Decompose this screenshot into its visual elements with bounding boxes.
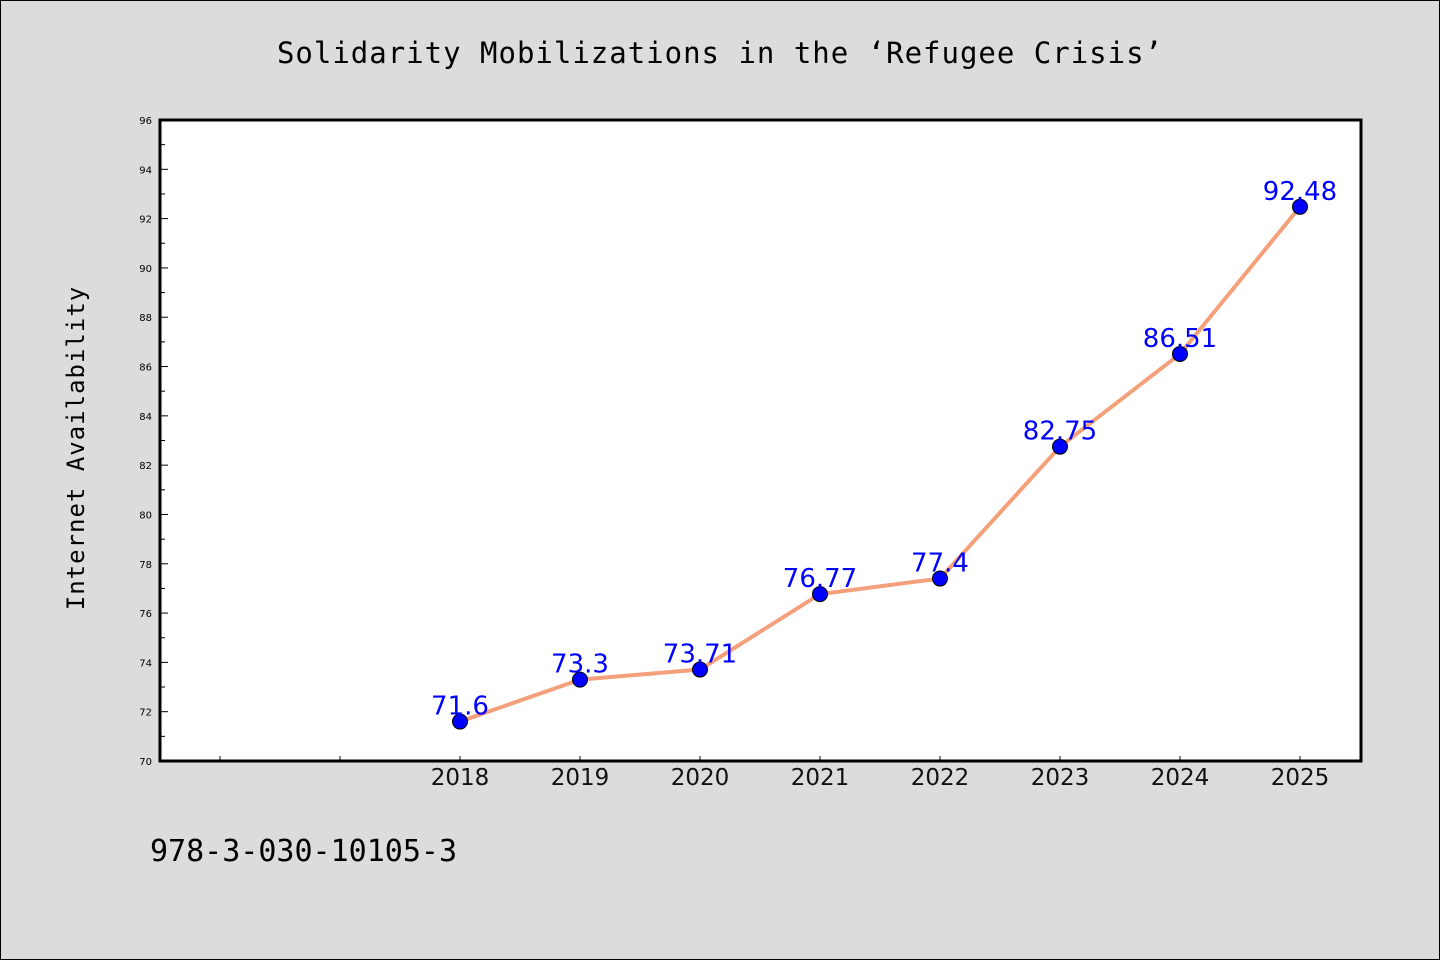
plot-area — [158, 118, 1363, 763]
y-tick-label: 88 — [139, 313, 152, 324]
x-tick-label: 2023 — [1031, 765, 1090, 791]
x-axis: 2018 2019 2020 2021 2022 2023 2024 2025 — [219, 756, 1330, 791]
data-label: 82.75 — [1023, 417, 1097, 447]
y-tick-label: 84 — [139, 412, 152, 423]
x-tick-label: 2024 — [1151, 765, 1210, 791]
series-group — [452, 198, 1308, 730]
y-tick-label: 82 — [139, 461, 152, 472]
data-label: 76.77 — [783, 564, 857, 594]
y-tick-label: 80 — [139, 510, 152, 521]
y-tick-label: 70 — [139, 757, 152, 768]
data-point — [572, 671, 588, 688]
data-labels: 71.6 73.3 73.71 76.77 77.4 82.75 86.51 92.48 — [431, 177, 1337, 722]
data-point — [1172, 345, 1188, 362]
data-point — [1292, 198, 1308, 215]
y-tick-label: 76 — [139, 609, 152, 620]
x-tick-label: 2025 — [1271, 765, 1330, 791]
y-tick-label: 78 — [139, 560, 152, 571]
data-label: 92.48 — [1263, 177, 1337, 207]
y-tick-label: 96 — [139, 116, 152, 127]
chart-title: Solidarity Mobilizations in the ‘Refugee… — [276, 36, 1164, 70]
y-tick-label: 86 — [139, 363, 152, 374]
y-tick-label: 72 — [139, 708, 152, 719]
x-tick-label: 2020 — [671, 765, 730, 791]
x-tick-label: 2022 — [911, 765, 970, 791]
data-point — [812, 586, 828, 603]
data-label: 86.51 — [1143, 324, 1217, 354]
data-label: 73.71 — [663, 640, 737, 670]
y-tick-label: 92 — [139, 215, 152, 226]
y-axis: 70 72 74 76 78 80 82 84 86 88 90 92 94 96 — [139, 116, 168, 768]
data-label: 77.4 — [911, 549, 969, 579]
data-point — [1052, 438, 1068, 455]
x-tick-label: 2021 — [791, 765, 850, 791]
data-label: 73.3 — [551, 650, 609, 680]
isbn-text: 978-3-030-10105-3 — [150, 834, 458, 869]
y-tick-label: 74 — [139, 658, 152, 669]
data-point — [932, 570, 948, 587]
x-tick-label: 2018 — [431, 765, 490, 791]
x-tick-label: 2019 — [551, 765, 610, 791]
data-point — [452, 713, 468, 730]
data-label: 71.6 — [431, 692, 489, 722]
data-point — [692, 661, 708, 678]
y-tick-label: 90 — [139, 264, 152, 275]
series-line — [458, 204, 1302, 724]
y-tick-label: 94 — [139, 165, 152, 176]
